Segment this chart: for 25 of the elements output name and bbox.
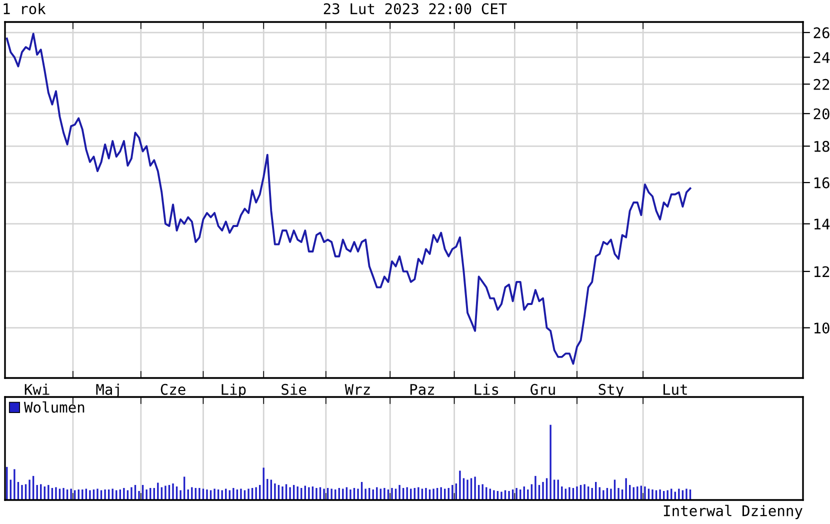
x-tick-label: Paz — [410, 384, 434, 395]
text: Interwal Dzienny — [664, 504, 802, 520]
chart-title: 1 rok — [4, 2, 46, 14]
x-tick-label: Lis — [474, 384, 498, 395]
legend-label: Wolumen — [24, 401, 84, 413]
x-tick-label: Kwi — [24, 384, 50, 395]
y-tick-label: 16 — [814, 177, 830, 188]
y-tick-label: 26 — [814, 27, 830, 38]
x-tick-label: Gru — [530, 384, 555, 395]
x-tick-label: Sie — [282, 384, 306, 395]
x-tick-label: Wrz — [344, 384, 370, 395]
chart-subtitle: 23 Lut 2023 22:00 CET — [324, 3, 507, 14]
x-tick-label: Lip — [222, 384, 246, 398]
x-tick-label: Maj — [96, 384, 119, 398]
x-tick-label: Sty — [598, 384, 624, 398]
y-tick-label: 24 — [814, 52, 830, 63]
y-tick-label: 14 — [814, 218, 830, 230]
y-tick-label: 10 — [814, 322, 830, 334]
y-tick-label: 20 — [814, 108, 830, 120]
x-tick-label: Cze — [160, 384, 186, 395]
x-tick-label: Lut — [664, 384, 687, 395]
y-tick-label: 12 — [814, 266, 830, 278]
line-series — [6, 32, 692, 365]
y-tick-label: 22 — [814, 78, 830, 90]
y-tick-label: 18 — [814, 140, 830, 152]
